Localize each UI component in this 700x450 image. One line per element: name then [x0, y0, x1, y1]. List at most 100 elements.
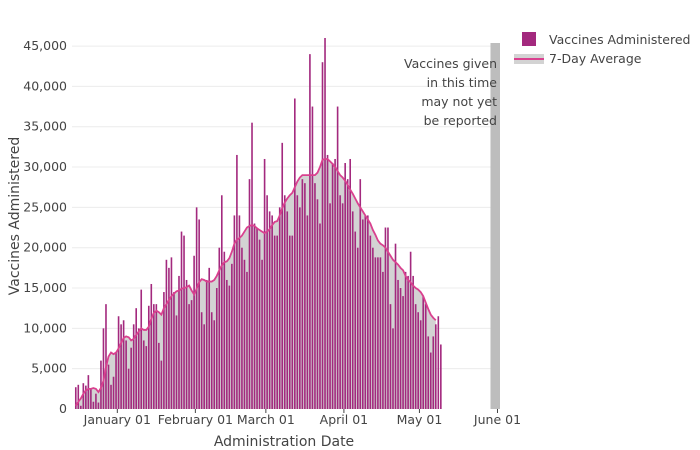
bar-vaccines-administered[interactable]	[223, 251, 226, 409]
bar-vaccines-administered[interactable]	[359, 179, 362, 409]
bar-vaccines-administered[interactable]	[294, 98, 296, 410]
bar-vaccines-administered[interactable]	[392, 328, 394, 409]
bar-vaccines-administered[interactable]	[397, 279, 399, 409]
bar-vaccines-administered[interactable]	[155, 304, 158, 409]
bar-vaccines-administered[interactable]	[100, 360, 102, 409]
bar-vaccines-administered[interactable]	[163, 292, 165, 409]
bar-vaccines-administered[interactable]	[147, 305, 150, 409]
bar-vaccines-administered[interactable]	[185, 279, 188, 409]
bar-vaccines-administered[interactable]	[218, 247, 221, 409]
bar-vaccines-administered[interactable]	[374, 257, 377, 409]
bar-vaccines-administered[interactable]	[153, 304, 155, 409]
bar-vaccines-administered[interactable]	[74, 387, 77, 409]
bar-vaccines-administered[interactable]	[145, 346, 148, 409]
bar-vaccines-administered[interactable]	[379, 257, 382, 409]
bar-vaccines-administered[interactable]	[238, 215, 241, 409]
bar-vaccines-administered[interactable]	[195, 207, 198, 409]
bar-vaccines-administered[interactable]	[251, 122, 253, 410]
bar-vaccines-administered[interactable]	[77, 384, 80, 409]
bar-vaccines-administered[interactable]	[336, 106, 339, 410]
bar-vaccines-administered[interactable]	[127, 368, 130, 409]
bar-vaccines-administered[interactable]	[324, 38, 326, 409]
bar-vaccines-administered[interactable]	[341, 203, 344, 409]
bar-vaccines-administered[interactable]	[97, 402, 100, 409]
bar-vaccines-administered[interactable]	[215, 288, 218, 409]
bar-vaccines-administered[interactable]	[291, 235, 294, 409]
bar-vaccines-administered[interactable]	[288, 235, 291, 409]
bar-vaccines-administered[interactable]	[427, 336, 430, 409]
bar-vaccines-administered[interactable]	[125, 340, 127, 409]
bar-vaccines-administered[interactable]	[419, 320, 422, 409]
bar-vaccines-administered[interactable]	[296, 195, 299, 409]
bar-vaccines-administered[interactable]	[414, 304, 417, 409]
bar-vaccines-administered[interactable]	[382, 271, 384, 409]
bar-vaccines-administered[interactable]	[276, 235, 278, 409]
bar-vaccines-administered[interactable]	[311, 106, 314, 410]
bar-vaccines-administered[interactable]	[198, 219, 200, 409]
bar-vaccines-administered[interactable]	[326, 154, 329, 409]
bar-vaccines-administered[interactable]	[321, 62, 324, 409]
bar-vaccines-administered[interactable]	[107, 364, 110, 409]
bar-vaccines-administered[interactable]	[180, 231, 183, 409]
bar-vaccines-administered[interactable]	[281, 142, 284, 409]
bar-vaccines-administered[interactable]	[346, 179, 349, 409]
bar-vaccines-administered[interactable]	[367, 215, 369, 409]
bar-vaccines-administered[interactable]	[175, 315, 178, 409]
bar-vaccines-administered[interactable]	[140, 289, 143, 409]
bar-vaccines-administered[interactable]	[220, 195, 223, 409]
bar-vaccines-administered[interactable]	[412, 275, 414, 409]
bar-vaccines-administered[interactable]	[334, 158, 336, 409]
bar-vaccines-administered[interactable]	[150, 283, 153, 409]
bar-vaccines-administered[interactable]	[331, 163, 334, 409]
bar-vaccines-administered[interactable]	[429, 352, 432, 409]
bar-vaccines-administered[interactable]	[256, 227, 258, 409]
bar-vaccines-administered[interactable]	[120, 324, 122, 409]
bar-vaccines-administered[interactable]	[213, 320, 216, 409]
bar-vaccines-administered[interactable]	[339, 195, 341, 409]
bar-vaccines-administered[interactable]	[278, 207, 281, 409]
bar-vaccines-administered[interactable]	[344, 163, 346, 409]
bar-vaccines-administered[interactable]	[243, 259, 246, 409]
bar-vaccines-administered[interactable]	[309, 54, 311, 409]
bar-vaccines-administered[interactable]	[80, 405, 82, 409]
bar-vaccines-administered[interactable]	[372, 247, 374, 409]
bar-vaccines-administered[interactable]	[137, 328, 140, 409]
bar-vaccines-administered[interactable]	[299, 207, 301, 409]
bar-vaccines-administered[interactable]	[261, 259, 263, 409]
bar-vaccines-administered[interactable]	[165, 259, 168, 409]
bar-vaccines-administered[interactable]	[319, 223, 321, 410]
bar-vaccines-administered[interactable]	[384, 227, 387, 409]
bar-vaccines-administered[interactable]	[248, 179, 251, 409]
bar-vaccines-administered[interactable]	[231, 263, 233, 409]
legend[interactable]: Vaccines Administered 7-Day Average	[514, 32, 690, 66]
bar-vaccines-administered[interactable]	[173, 292, 175, 409]
bar-vaccines-administered[interactable]	[268, 211, 271, 409]
bar-vaccines-administered[interactable]	[130, 347, 132, 409]
bar-vaccines-administered[interactable]	[233, 215, 236, 409]
bar-vaccines-administered[interactable]	[205, 279, 208, 409]
bar-vaccines-administered[interactable]	[424, 304, 427, 409]
bar-vaccines-administered[interactable]	[369, 235, 372, 409]
bar-vaccines-administered[interactable]	[409, 251, 412, 409]
bar-vaccines-administered[interactable]	[286, 211, 289, 409]
bar-vaccines-administered[interactable]	[364, 215, 367, 409]
bar-vaccines-administered[interactable]	[258, 239, 261, 409]
bar-vaccines-administered[interactable]	[306, 215, 309, 409]
bar-vaccines-administered[interactable]	[407, 275, 409, 409]
bar-vaccines-administered[interactable]	[190, 300, 193, 409]
bar-vaccines-administered[interactable]	[117, 316, 120, 409]
bar-vaccines-administered[interactable]	[314, 183, 316, 409]
bar-vaccines-administered[interactable]	[402, 296, 404, 409]
bar-vaccines-administered[interactable]	[112, 376, 115, 409]
bar-vaccines-administered[interactable]	[170, 257, 173, 409]
bar-vaccines-administered[interactable]	[387, 227, 389, 409]
bar-vaccines-administered[interactable]	[160, 360, 163, 409]
bar-vaccines-administered[interactable]	[135, 308, 137, 409]
bar-vaccines-administered[interactable]	[394, 243, 397, 409]
bar-vaccines-administered[interactable]	[304, 183, 306, 409]
bar-vaccines-administered[interactable]	[241, 247, 243, 409]
bar-vaccines-administered[interactable]	[253, 223, 256, 410]
bar-vaccines-administered[interactable]	[273, 235, 276, 409]
bar-vaccines-administered[interactable]	[389, 304, 392, 409]
bar-vaccines-administered[interactable]	[349, 158, 351, 409]
